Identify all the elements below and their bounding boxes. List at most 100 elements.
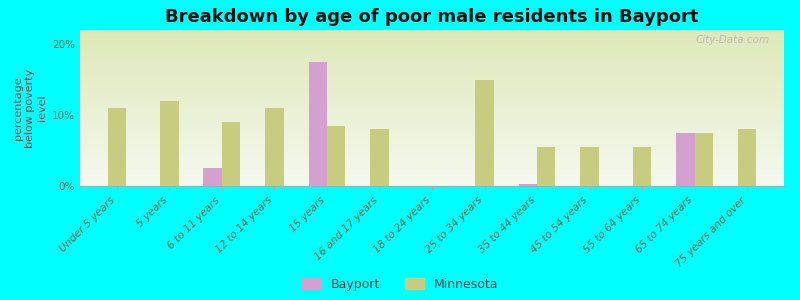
Text: City-Data.com: City-Data.com <box>696 35 770 45</box>
Bar <box>80 121 784 122</box>
Bar <box>80 39 784 41</box>
Bar <box>80 108 784 110</box>
Bar <box>80 178 784 180</box>
Bar <box>80 113 784 114</box>
Bar <box>633 147 651 186</box>
Bar <box>80 100 784 102</box>
Bar <box>80 130 784 131</box>
Bar <box>80 138 784 139</box>
Bar <box>80 30 784 31</box>
Bar <box>80 52 784 53</box>
Bar <box>80 106 784 108</box>
Bar <box>80 88 784 89</box>
Bar <box>80 128 784 130</box>
Bar <box>80 136 784 138</box>
Bar <box>80 169 784 170</box>
Bar <box>222 122 240 186</box>
Bar <box>80 72 784 74</box>
Bar <box>80 77 784 78</box>
Bar <box>80 105 784 106</box>
Bar <box>80 44 784 46</box>
Bar <box>80 155 784 156</box>
Bar <box>80 163 784 164</box>
Bar <box>80 125 784 127</box>
Bar <box>80 35 784 36</box>
Bar <box>80 124 784 125</box>
Bar <box>80 133 784 134</box>
Bar <box>370 129 389 186</box>
Bar <box>80 64 784 66</box>
Bar <box>80 36 784 38</box>
Bar <box>80 184 784 186</box>
Bar <box>80 102 784 103</box>
Bar <box>80 156 784 158</box>
Bar <box>80 41 784 43</box>
Bar <box>80 75 784 77</box>
Bar <box>80 114 784 116</box>
Bar <box>80 66 784 68</box>
Bar <box>80 99 784 100</box>
Bar <box>80 97 784 99</box>
Bar <box>581 147 599 186</box>
Bar <box>80 78 784 80</box>
Legend: Bayport, Minnesota: Bayport, Minnesota <box>302 278 498 291</box>
Bar <box>80 111 784 113</box>
Bar <box>80 160 784 161</box>
Bar <box>80 173 784 175</box>
Bar <box>80 38 784 39</box>
Bar <box>80 161 784 163</box>
Bar <box>80 175 784 177</box>
Bar <box>80 177 784 178</box>
Bar <box>738 129 757 186</box>
Bar <box>107 108 126 186</box>
Bar <box>160 101 178 186</box>
Bar <box>80 47 784 49</box>
Bar <box>80 85 784 86</box>
Bar <box>265 108 283 186</box>
Bar <box>80 92 784 94</box>
Bar <box>80 55 784 56</box>
Bar <box>80 53 784 55</box>
Bar <box>80 181 784 183</box>
Bar <box>80 147 784 148</box>
Bar <box>80 33 784 35</box>
Bar <box>80 83 784 85</box>
Bar <box>80 95 784 97</box>
Bar <box>80 127 784 128</box>
Bar <box>80 80 784 82</box>
Bar <box>80 152 784 153</box>
Bar <box>80 153 784 155</box>
Bar <box>80 32 784 33</box>
Bar <box>80 43 784 44</box>
Bar <box>80 158 784 160</box>
Bar <box>518 184 537 186</box>
Bar <box>203 168 222 186</box>
Bar <box>80 60 784 61</box>
Bar <box>80 49 784 50</box>
Bar <box>80 46 784 47</box>
Bar <box>80 180 784 181</box>
Bar <box>80 134 784 136</box>
Bar <box>80 63 784 64</box>
Bar <box>80 116 784 117</box>
Bar <box>80 119 784 121</box>
Bar <box>80 146 784 147</box>
Bar <box>309 62 327 186</box>
Bar <box>80 148 784 150</box>
Bar <box>80 166 784 167</box>
Bar <box>80 103 784 105</box>
Bar <box>80 50 784 52</box>
Bar <box>80 139 784 141</box>
Bar <box>80 117 784 119</box>
Bar <box>80 94 784 95</box>
Bar <box>80 172 784 173</box>
Bar <box>327 126 346 186</box>
Bar <box>80 91 784 92</box>
Bar <box>537 147 555 186</box>
Bar <box>694 133 713 186</box>
Bar <box>80 68 784 69</box>
Bar <box>80 164 784 166</box>
Title: Breakdown by age of poor male residents in Bayport: Breakdown by age of poor male residents … <box>166 8 698 26</box>
Bar <box>475 80 494 186</box>
Bar <box>80 131 784 133</box>
